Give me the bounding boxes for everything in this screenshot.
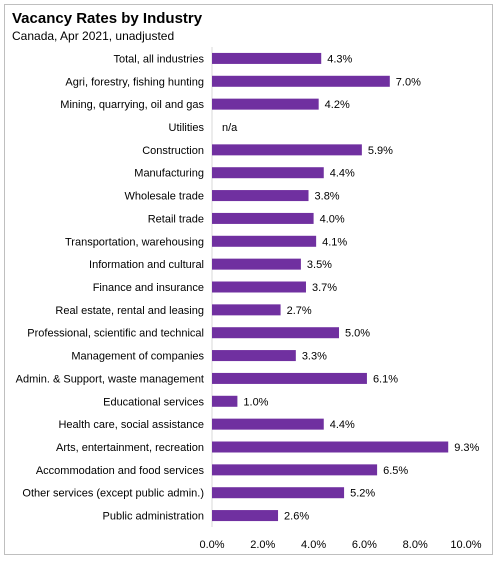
category-label: Arts, entertainment, recreation	[56, 442, 204, 454]
bar	[212, 281, 306, 293]
category-label: Finance and insurance	[93, 282, 204, 294]
data-label: 5.2%	[350, 488, 375, 500]
category-label: Educational services	[103, 396, 204, 408]
data-label: 3.5%	[307, 259, 332, 271]
category-label: Wholesale trade	[125, 191, 205, 203]
data-label: 2.6%	[284, 511, 309, 523]
x-tick-label: 8.0%	[403, 539, 428, 551]
category-label: Admin. & Support, waste management	[16, 373, 204, 385]
bar	[212, 350, 296, 362]
bar	[212, 75, 390, 87]
data-label: 1.0%	[243, 396, 268, 408]
bar	[212, 487, 345, 499]
bar	[212, 98, 319, 110]
chart-subtitle: Canada, Apr 2021, unadjusted	[12, 29, 175, 43]
category-label: Mining, quarrying, oil and gas	[60, 99, 204, 111]
bar	[212, 304, 281, 316]
data-label: 9.3%	[454, 442, 479, 454]
bar	[212, 144, 362, 156]
chart-title: Vacancy Rates by Industry	[12, 10, 203, 27]
category-label: Agri, forestry, fishing hunting	[65, 76, 204, 88]
data-label: 5.9%	[368, 145, 393, 157]
bar	[212, 167, 324, 179]
data-label: 4.0%	[320, 213, 345, 225]
bar	[212, 510, 279, 522]
bar	[212, 52, 322, 64]
category-label: Information and cultural	[89, 259, 204, 271]
x-tick-label: 6.0%	[352, 539, 377, 551]
data-label: 4.2%	[325, 99, 350, 111]
category-label: Other services (except public admin.)	[22, 488, 204, 500]
category-label: Management of companies	[71, 351, 204, 363]
bar	[212, 418, 324, 430]
bar	[212, 372, 367, 384]
category-label: Professional, scientific and technical	[27, 328, 204, 340]
bar	[212, 327, 339, 339]
x-tick-label: 10.0%	[450, 539, 481, 551]
category-label: Total, all industries	[114, 53, 205, 65]
bar	[212, 441, 449, 453]
x-tick-label: 0.0%	[199, 539, 224, 551]
data-label: 4.4%	[330, 168, 355, 180]
data-label: 4.4%	[330, 419, 355, 431]
category-label: Real estate, rental and leasing	[55, 305, 204, 317]
data-label: 5.0%	[345, 328, 370, 340]
data-label: 3.8%	[315, 191, 340, 203]
category-label: Health care, social assistance	[58, 419, 204, 431]
bar	[212, 258, 301, 270]
chart-frame	[4, 4, 493, 555]
bar	[212, 212, 314, 224]
category-label: Public administration	[103, 511, 205, 523]
category-label: Retail trade	[148, 213, 204, 225]
category-label: Transportation, warehousing	[65, 236, 204, 248]
data-label: 6.5%	[383, 465, 408, 477]
data-label: 4.1%	[322, 236, 347, 248]
category-label: Utilities	[169, 122, 205, 134]
x-tick-label: 4.0%	[301, 539, 326, 551]
bar	[212, 395, 238, 407]
data-label: 7.0%	[396, 76, 421, 88]
data-label: 3.7%	[312, 282, 337, 294]
data-label: 4.3%	[327, 53, 352, 65]
category-label: Construction	[142, 145, 204, 157]
data-label: 2.7%	[287, 305, 312, 317]
data-label: 3.3%	[302, 351, 327, 363]
x-tick-label: 2.0%	[250, 539, 275, 551]
data-label: 6.1%	[373, 373, 398, 385]
category-label: Manufacturing	[134, 168, 204, 180]
bar	[212, 464, 378, 476]
bar	[212, 235, 317, 247]
category-label: Accommodation and food services	[36, 465, 205, 477]
bar	[212, 190, 309, 202]
data-label: n/a	[222, 122, 238, 134]
